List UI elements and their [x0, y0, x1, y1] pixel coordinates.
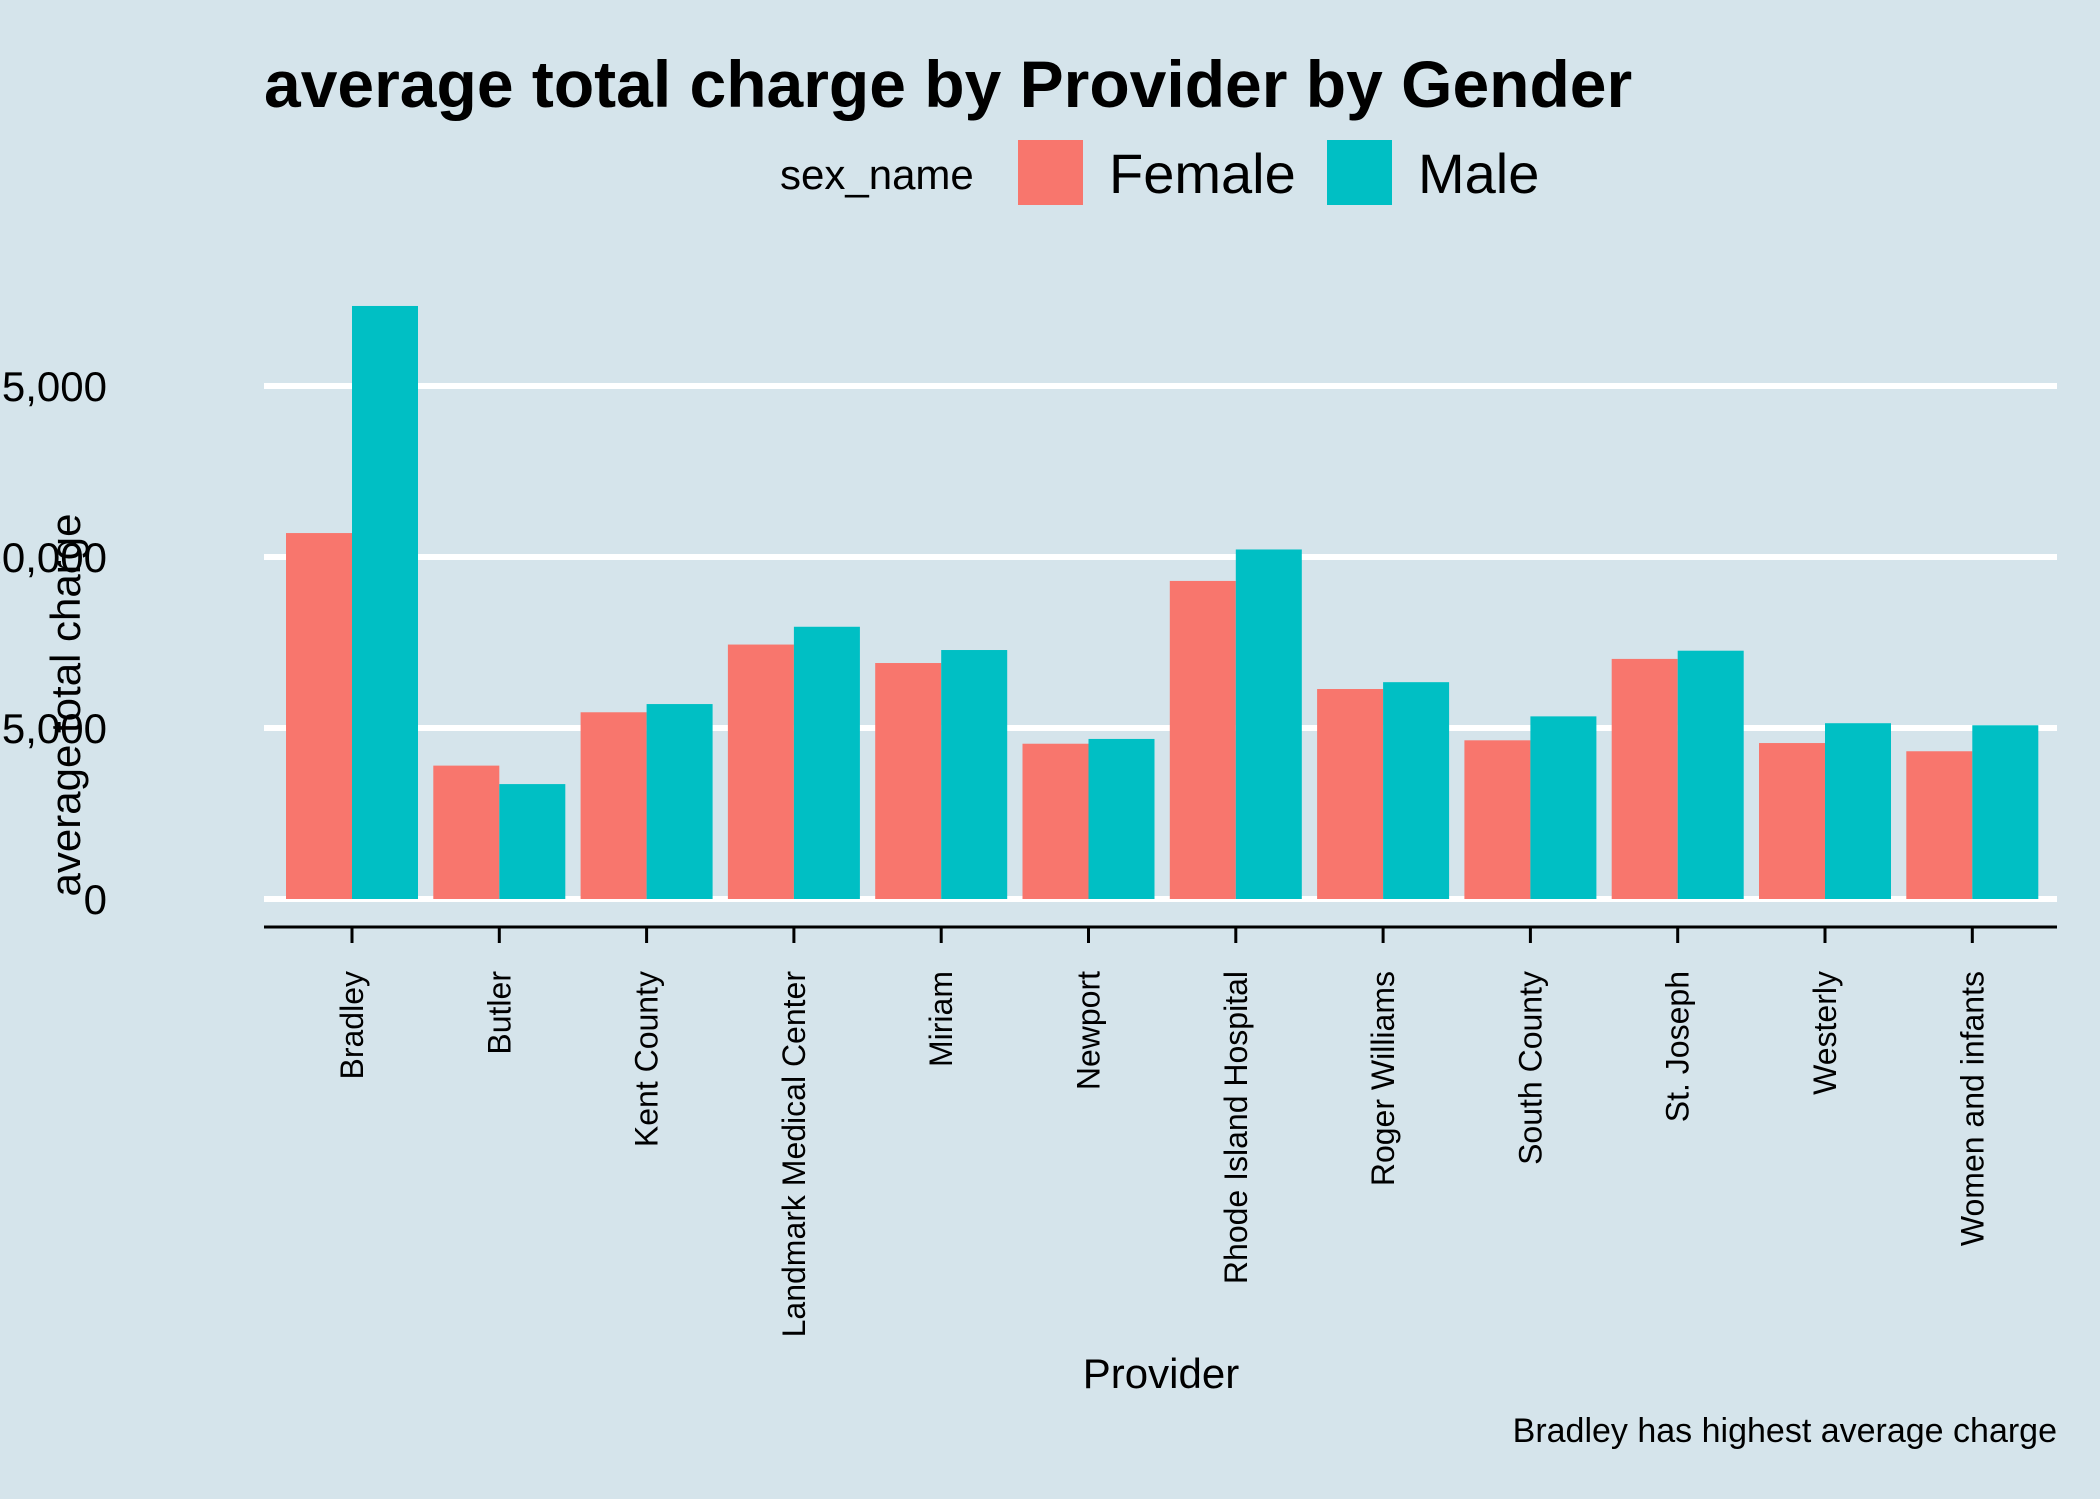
y-axis-title: average total charge: [42, 514, 89, 897]
y-tick-label: 50,000: [0, 534, 107, 581]
bar-male: [793, 626, 860, 899]
legend: sex_name Female Male: [780, 140, 1539, 205]
x-tick-label: Newport: [1071, 971, 1107, 1090]
x-tick-label: Landmark Medical Center: [776, 971, 812, 1338]
x-axis-title: Provider: [1083, 1350, 1239, 1397]
bar-male: [352, 305, 418, 899]
x-tick-label: St. Joseph: [1660, 971, 1696, 1122]
bar-male: [1383, 682, 1450, 899]
x-tick-label: Kent County: [629, 971, 665, 1147]
y-tick-label: 75,000: [0, 363, 107, 410]
legend-label-male: Male: [1418, 142, 1539, 205]
y-tick-label: 0: [84, 876, 107, 923]
y-tick-label: 25,000: [0, 705, 107, 752]
bars: [286, 305, 2039, 899]
bar-female: [1022, 743, 1089, 899]
bar-female: [1906, 751, 1973, 899]
bar-male: [941, 650, 1008, 899]
bar-male: [1677, 650, 1744, 899]
chart-title: average total charge by Provider by Gend…: [264, 47, 1632, 121]
x-tick-label: Rhode Island Hospital: [1218, 971, 1254, 1284]
bar-female: [875, 663, 942, 899]
x-tick-label: South County: [1512, 971, 1548, 1165]
x-tick-label: Westerly: [1807, 971, 1843, 1095]
bar-female: [1611, 658, 1678, 899]
bar-female: [433, 765, 500, 899]
bar-female: [286, 533, 352, 899]
bar-female: [580, 712, 647, 899]
x-tick-label: Roger Williams: [1365, 971, 1401, 1186]
bar-male: [646, 704, 713, 899]
bar-female: [1464, 740, 1531, 899]
x-tick-label: Women and infants: [1954, 971, 1990, 1246]
bar-male: [1825, 723, 1891, 899]
x-axis: Bradley Butler Kent County Landmark Medical…: [264, 925, 2057, 1338]
bar-male: [1972, 725, 2039, 899]
bar-male: [1235, 549, 1302, 899]
x-tick-label: Butler: [481, 971, 517, 1055]
legend-swatch-female: [1018, 140, 1083, 205]
bar-male: [1530, 716, 1597, 899]
bar-male: [499, 784, 566, 899]
bar-female: [1759, 743, 1825, 899]
bar-female: [1169, 580, 1236, 899]
bar-female: [1317, 689, 1384, 899]
x-tick-label: Miriam: [923, 971, 959, 1067]
chart-caption: Bradley has highest average charge: [1513, 1412, 2057, 1450]
y-axis-ticks: 0 25,000 50,000 75,000: [0, 363, 107, 923]
legend-title: sex_name: [780, 151, 974, 198]
legend-label-female: Female: [1109, 142, 1296, 205]
x-tick-label: Bradley: [334, 971, 370, 1080]
bar-male: [1088, 738, 1155, 899]
legend-swatch-male: [1327, 140, 1392, 205]
bar-female: [727, 644, 794, 899]
